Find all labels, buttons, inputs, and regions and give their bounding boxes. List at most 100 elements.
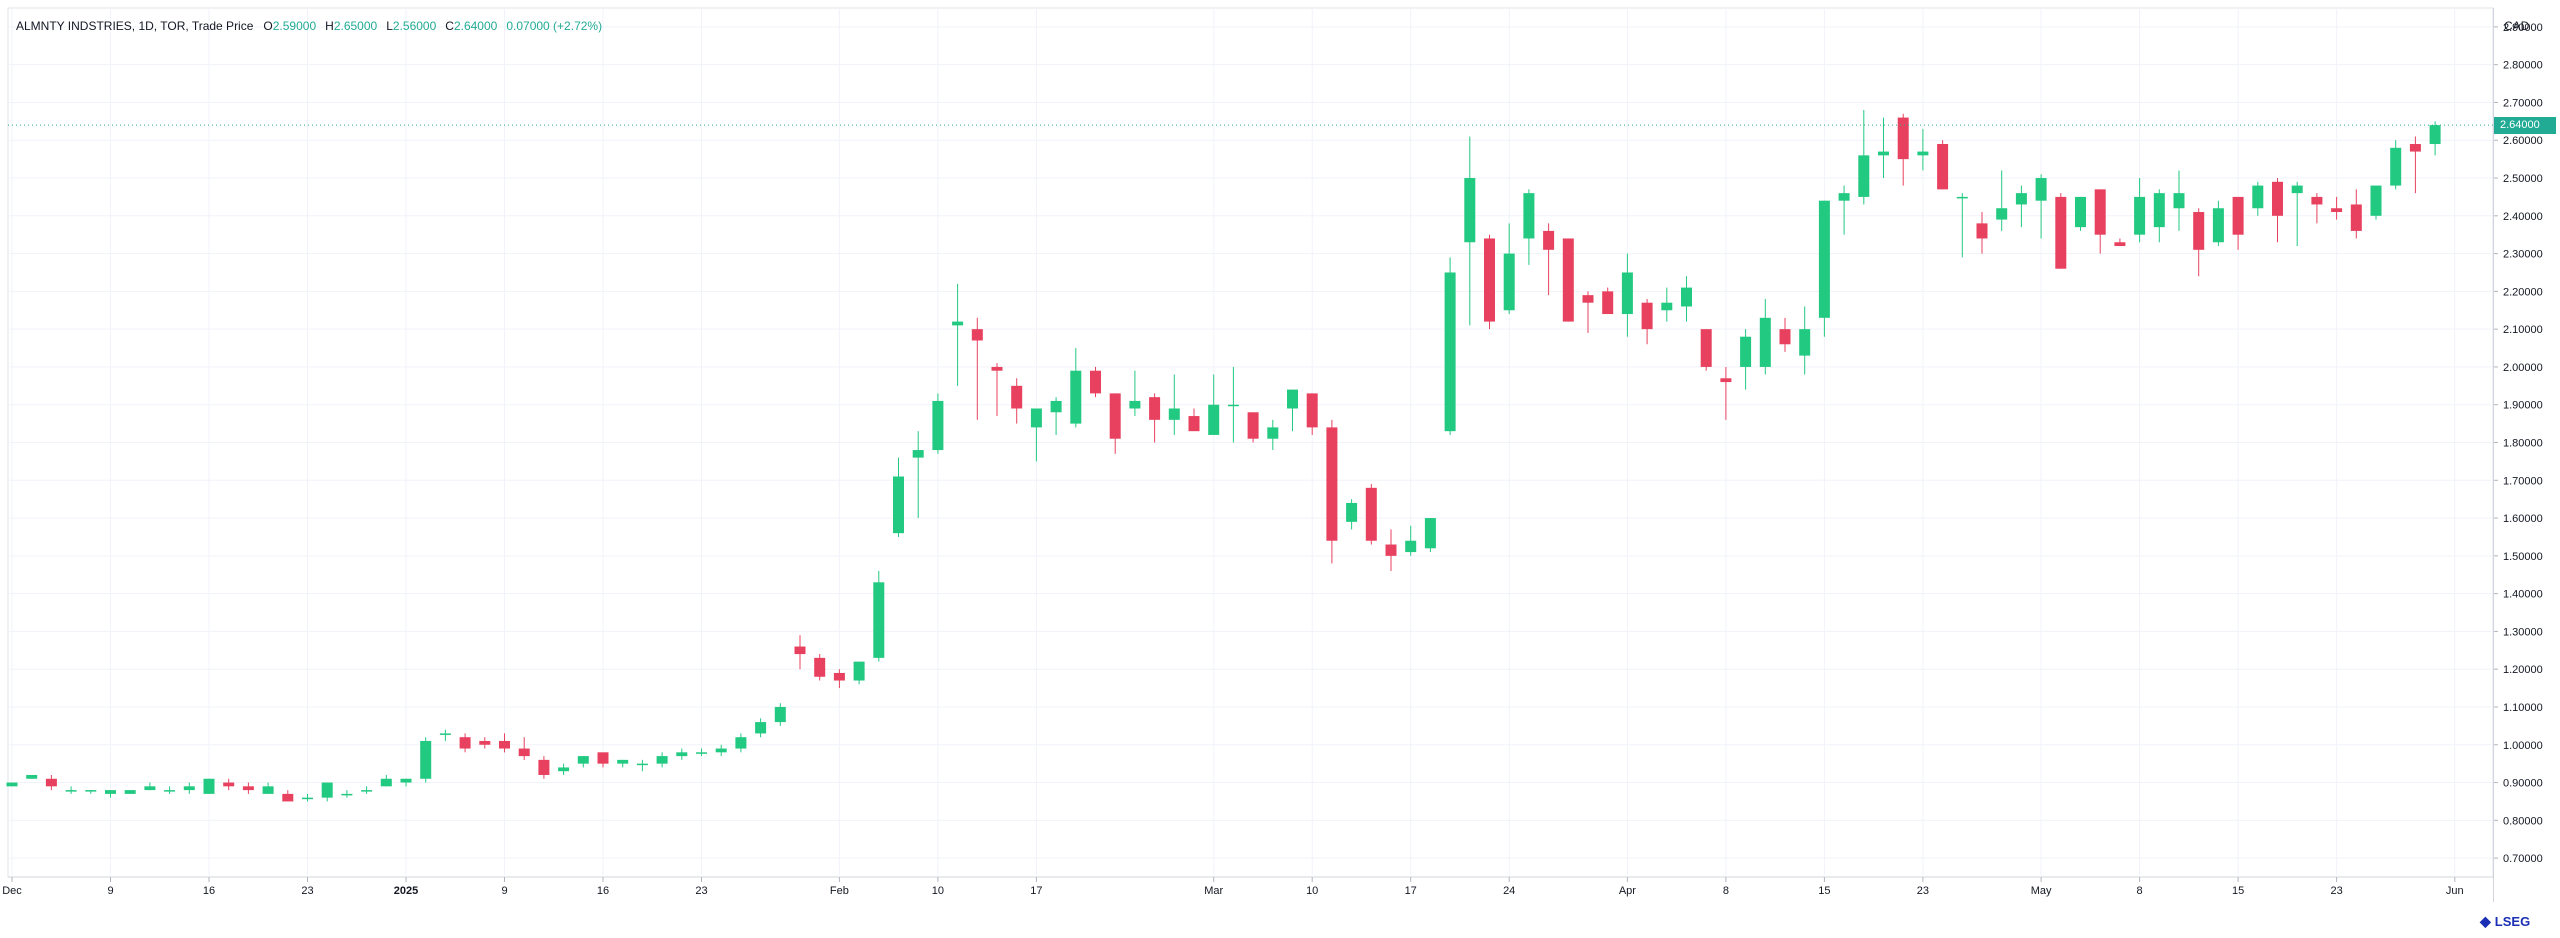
price-axis[interactable] (2493, 8, 2560, 902)
candle-body (1523, 193, 1535, 239)
candle-body (242, 786, 254, 791)
candle-body (2075, 196, 2086, 228)
candle-body (873, 582, 885, 658)
x-tick-label: 17 (1405, 885, 1417, 897)
candle-body (636, 763, 648, 766)
candle-body (282, 793, 294, 802)
candle-body (26, 774, 38, 779)
y-tick-label: 0.90000 (2503, 778, 2543, 790)
candle-body (2035, 178, 2047, 201)
candle-body (1602, 291, 1614, 315)
candle-body (794, 646, 806, 655)
candle-body (1306, 393, 1318, 428)
x-tick-label: Jun (2446, 885, 2464, 897)
x-tick-label: 15 (1818, 885, 1830, 897)
y-tick-label: 2.50000 (2503, 173, 2543, 185)
x-tick-label: Apr (1619, 885, 1636, 897)
candle-body (538, 759, 550, 775)
candle-body (1011, 385, 1023, 409)
y-tick-label: 1.10000 (2503, 702, 2543, 714)
candle-body (814, 657, 826, 677)
candle-body (1168, 408, 1180, 420)
brand-logo: ◆ LSEG (2480, 913, 2530, 930)
candle-body (1484, 238, 1495, 322)
x-tick-label: 16 (597, 885, 609, 897)
candle-body (1621, 272, 1633, 315)
x-tick-label: 23 (301, 885, 313, 897)
candle-body (1858, 155, 1870, 197)
candle-body (518, 748, 530, 757)
candle-body (124, 790, 136, 794)
candle-body (932, 400, 944, 451)
y-tick-label: 2.00000 (2503, 362, 2543, 374)
candle-body (85, 790, 97, 792)
candle-body (2015, 193, 2027, 205)
candle-body (1267, 427, 1279, 439)
candle-body (223, 782, 235, 787)
candle-body (459, 737, 471, 749)
candle-body (1779, 329, 1791, 345)
candle-body (1562, 238, 1574, 322)
candle-body (6, 782, 18, 787)
currency-label: CAD (2504, 19, 2530, 33)
candle-body (991, 366, 1003, 371)
candle-body (1976, 223, 1988, 239)
candle-body (952, 321, 964, 326)
candle-body (971, 329, 983, 341)
y-tick-label: 1.40000 (2503, 589, 2543, 601)
y-tick-label: 1.90000 (2503, 400, 2543, 412)
candle-body (2331, 208, 2343, 213)
last-price-tag: 2.64000 (2494, 116, 2556, 134)
y-tick-label: 2.90000 (2503, 22, 2543, 34)
candle-body (1346, 502, 1358, 522)
candle-body (1090, 370, 1101, 394)
y-tick-label: 1.60000 (2503, 513, 2543, 525)
candle-body (1405, 540, 1417, 553)
candle-body (1070, 370, 1082, 424)
candle-body (2252, 185, 2264, 209)
y-tick-label: 2.40000 (2503, 211, 2543, 223)
candle-body (144, 786, 156, 791)
candle-body (893, 476, 904, 534)
lseg-logo-icon: ◆ (2480, 913, 2491, 929)
y-tick-label: 2.70000 (2503, 97, 2543, 109)
candle-body (1720, 378, 1732, 383)
candle-body (1641, 302, 1653, 330)
candle-body (2193, 212, 2205, 250)
candle-body (1208, 404, 1220, 435)
candle-body (400, 778, 412, 783)
candle-body (361, 790, 373, 792)
x-tick-label: 23 (1917, 885, 1929, 897)
y-tick-label: 0.80000 (2503, 815, 2543, 827)
x-tick-label: 10 (1306, 885, 1318, 897)
candle-body (1247, 412, 1259, 439)
candle-body (1838, 193, 1850, 201)
candle-body (65, 790, 77, 792)
candle-body (912, 450, 924, 458)
candle-body (853, 661, 865, 681)
x-tick-label: 9 (501, 885, 507, 897)
x-tick-label: 8 (1723, 885, 1729, 897)
candle-body (2272, 181, 2283, 216)
candle-body (105, 790, 116, 794)
candle-body (1503, 253, 1515, 311)
candle-body (2173, 193, 2185, 209)
candle-body (577, 756, 589, 764)
candle-body (1661, 302, 1673, 311)
candle-body (1937, 144, 1949, 190)
candle-body (676, 752, 688, 757)
x-tick-label: 23 (695, 885, 707, 897)
y-tick-label: 1.50000 (2503, 551, 2543, 563)
candle-body (1917, 151, 1929, 156)
x-tick-label: 23 (2330, 885, 2342, 897)
x-tick-label: Mar (1204, 885, 1223, 897)
low-label: L (386, 19, 393, 33)
close-value: 2.64000 (453, 19, 498, 33)
candle-body (2114, 242, 2126, 247)
candle-body (1582, 295, 1594, 303)
candle-body (696, 752, 707, 754)
x-tick-label: 2025 (394, 885, 418, 897)
candle-body (302, 797, 313, 800)
